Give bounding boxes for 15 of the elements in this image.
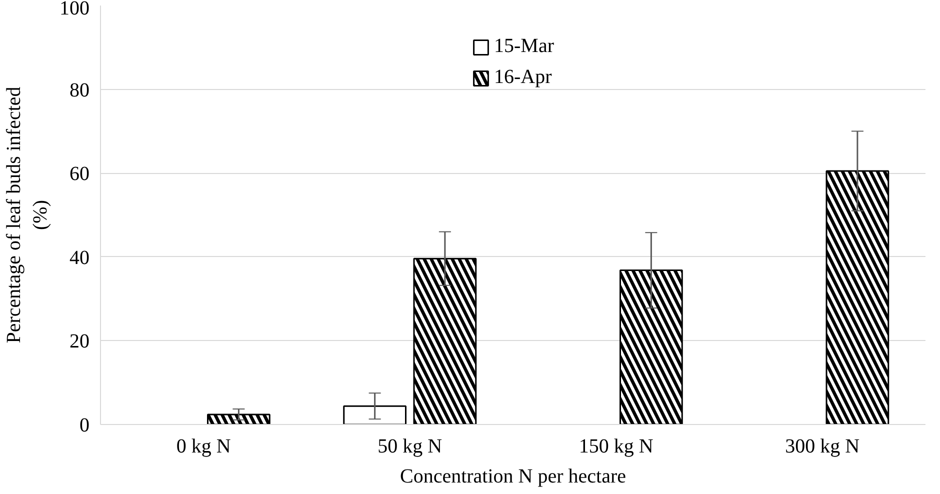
y-tick-label: 100: [60, 0, 90, 20]
x-tick-label: 50 kg N: [378, 436, 442, 458]
y-axis-title: Percentage of leaf buds infected (%): [3, 86, 52, 344]
y-tick-label: 60: [70, 163, 90, 186]
y-tick-label: 40: [70, 246, 90, 269]
x-tick-label: 0 kg N: [176, 436, 231, 458]
x-tick-label: 300 kg N: [785, 436, 860, 458]
x-axis-title: Concentration N per hectare: [400, 466, 626, 488]
y-tick-label: 80: [70, 79, 90, 102]
legend-label: 16-Apr: [494, 66, 552, 89]
y-tick-label: 0: [80, 414, 90, 436]
y-tick-label: 20: [70, 330, 90, 353]
bar: [343, 405, 406, 424]
legend-label: 15-Mar: [494, 35, 554, 58]
x-tick-label: 150 kg N: [578, 436, 654, 458]
